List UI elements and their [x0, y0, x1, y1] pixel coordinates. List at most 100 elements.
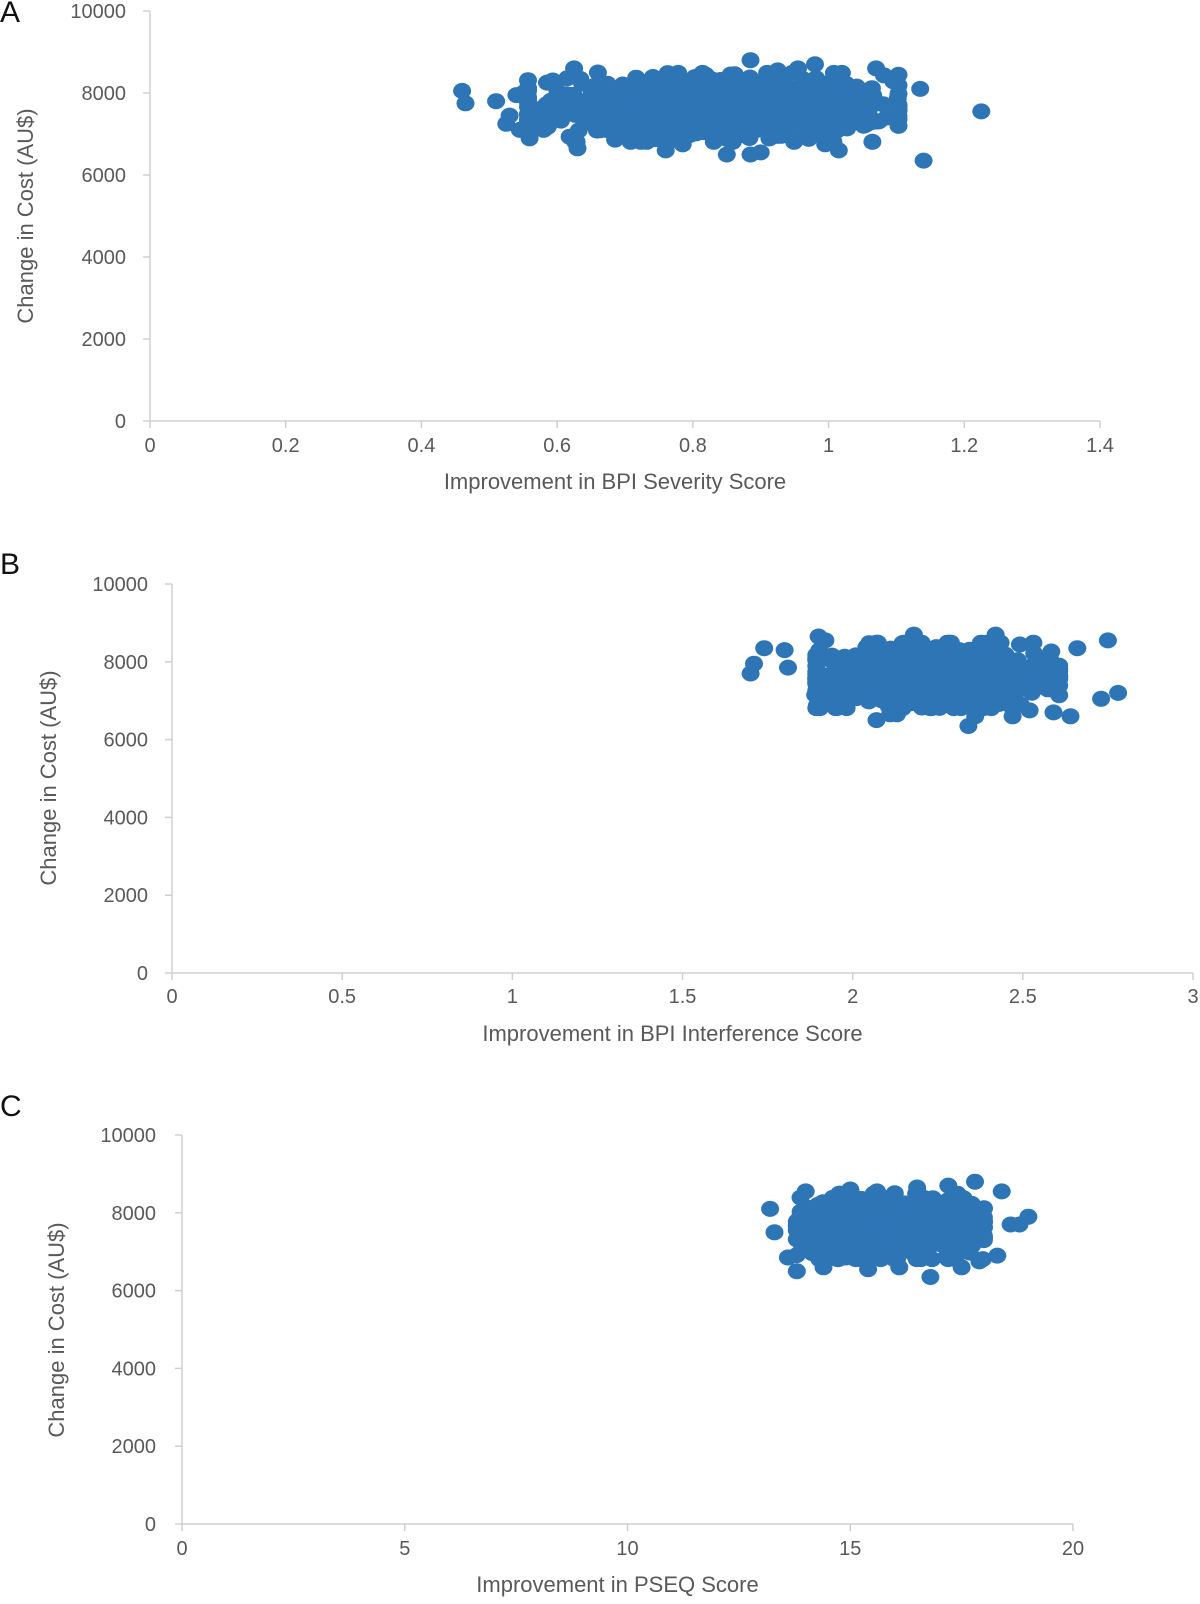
data-point: [500, 107, 519, 124]
data-point: [987, 654, 1006, 671]
data-point: [887, 706, 906, 723]
x-tick-label: 3: [1187, 986, 1198, 1008]
data-point: [487, 93, 506, 110]
data-points: [761, 1173, 1038, 1285]
data-point: [807, 658, 826, 674]
data-point: [765, 100, 784, 117]
chart-panel-a: A 0 2000 4000 6000 8000 10000 0 0.2 0.4 0.6 0.8 1 1.2…: [0, 0, 1114, 494]
x-tick-label: 1: [507, 986, 518, 1008]
data-point: [538, 74, 556, 91]
data-point: [990, 686, 1009, 703]
data-point: [579, 94, 598, 110]
data-point: [588, 64, 607, 81]
y-tick-label: 0: [115, 411, 126, 433]
data-point: [989, 641, 1008, 657]
data-point: [741, 146, 760, 163]
data-point: [514, 85, 533, 101]
data-point: [765, 1224, 784, 1241]
x-tick-label: 15: [839, 1538, 861, 1560]
x-axis-title: Improvement in BPI Severity Score: [444, 469, 786, 494]
x-tick-label: 0.8: [679, 435, 707, 457]
data-point: [707, 74, 726, 91]
data-point: [829, 142, 848, 159]
x-tick-label: 10: [616, 1538, 638, 1560]
data-point: [988, 1247, 1007, 1264]
data-point: [568, 140, 587, 157]
data-point: [560, 128, 579, 145]
data-point: [884, 73, 903, 90]
data-point: [940, 634, 958, 651]
x-tick-label: 0: [144, 435, 155, 457]
data-point: [890, 1259, 909, 1276]
x-tick-label: 0.2: [272, 435, 300, 457]
panel-letter: B: [0, 548, 20, 581]
data-point: [859, 103, 878, 120]
data-point: [510, 121, 529, 138]
data-point: [1098, 632, 1117, 649]
data-point: [1043, 670, 1062, 686]
data-points: [453, 52, 991, 169]
data-point: [904, 626, 923, 643]
data-point: [819, 1241, 837, 1258]
data-point: [970, 1253, 989, 1270]
y-tick-label: 6000: [112, 1281, 157, 1303]
data-point: [860, 1231, 879, 1248]
chart-panel-c: C 0 2000 4000 6000 8000 10000 0 5 10 15 20 Improveme…: [0, 1090, 1084, 1597]
data-point: [643, 69, 662, 85]
data-points: [741, 626, 1128, 734]
data-point: [745, 655, 763, 672]
data-point: [750, 81, 769, 98]
x-tick-label: 2.5: [1009, 986, 1037, 1008]
data-point: [804, 89, 823, 106]
y-tick-label: 2000: [82, 329, 127, 351]
y-tick-label: 10000: [100, 1125, 156, 1147]
data-point: [453, 82, 472, 99]
data-point: [787, 1263, 806, 1280]
x-tick-label: 1: [823, 435, 834, 457]
data-point: [796, 1183, 815, 1200]
data-point: [735, 90, 754, 107]
data-point: [655, 110, 673, 127]
data-point: [1109, 684, 1128, 701]
data-point: [864, 87, 883, 104]
y-tick-label: 0: [137, 963, 148, 985]
y-axis-title: Change in Cost (AU$): [36, 670, 61, 885]
data-point: [826, 679, 845, 696]
data-point: [863, 133, 882, 150]
data-point: [816, 632, 835, 649]
data-point: [1020, 702, 1039, 719]
data-point: [781, 113, 800, 130]
x-tick-label: 1.2: [950, 435, 978, 457]
data-point: [689, 120, 708, 137]
x-tick-label: 20: [1062, 1538, 1084, 1560]
panel-letter: A: [0, 0, 20, 29]
data-point: [806, 686, 825, 703]
data-point: [643, 84, 662, 100]
data-point: [778, 1249, 797, 1266]
data-point: [916, 1216, 935, 1233]
data-point: [986, 626, 1005, 643]
data-point: [870, 684, 889, 701]
data-point: [1092, 690, 1111, 707]
data-point: [1019, 1208, 1038, 1225]
data-point: [822, 73, 841, 90]
data-point: [836, 696, 855, 713]
data-point: [857, 639, 876, 655]
data-point: [1022, 684, 1041, 701]
data-point: [692, 77, 711, 94]
y-tick-label: 8000: [112, 1203, 157, 1225]
data-point: [841, 1181, 860, 1198]
data-point: [657, 90, 676, 107]
data-point: [707, 102, 726, 118]
data-point: [952, 671, 971, 688]
y-axis-title: Change in Cost (AU$): [13, 108, 38, 323]
x-tick-label: 1.4: [1086, 435, 1114, 457]
data-point: [807, 700, 826, 717]
data-point: [889, 97, 908, 114]
data-point: [1041, 646, 1059, 663]
data-point: [892, 1237, 911, 1254]
data-point: [760, 130, 779, 147]
x-axis-title: Improvement in PSEQ Score: [476, 1572, 758, 1597]
data-point: [603, 110, 622, 127]
